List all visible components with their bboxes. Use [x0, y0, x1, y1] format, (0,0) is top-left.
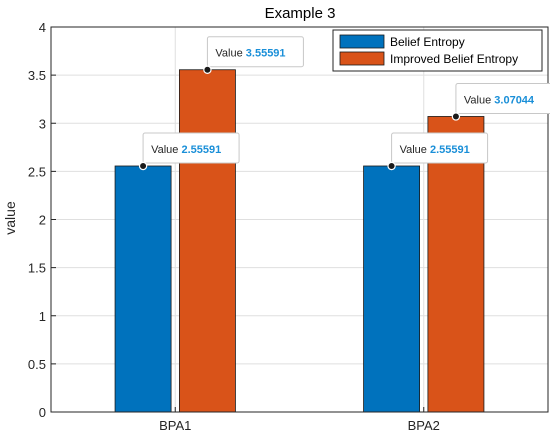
bars	[114, 69, 485, 413]
datatip-text: Value 2.55591	[151, 144, 221, 156]
y-tick-label: 1.5	[28, 261, 46, 276]
datatip-marker	[451, 112, 461, 121]
datatip-box	[142, 132, 240, 164]
legend-swatch	[339, 34, 385, 49]
y-axis-label: value	[2, 201, 18, 235]
bar-belief-entropy	[363, 165, 420, 413]
legend-label: Improved Belief Entropy	[390, 52, 518, 66]
datatip-text: Value 3.07044	[464, 94, 535, 106]
y-tick-label: 1	[39, 309, 46, 324]
datatip-text: Value 3.55591	[215, 48, 285, 60]
datatip-value: 2.55591	[181, 144, 221, 156]
datatip: Value 3.55591	[203, 36, 304, 74]
y-tick-label: 0.5	[28, 357, 46, 372]
bar-belief-entropy	[114, 165, 172, 413]
datatip-label: Value	[151, 144, 181, 156]
y-tick-label: 2.5	[28, 164, 46, 179]
x-tick-label: BPA2	[408, 418, 440, 433]
y-tick-label: 3	[39, 116, 46, 131]
datatip-text: Value 2.55591	[400, 144, 470, 156]
y-tick-label: 3.5	[28, 68, 46, 83]
legend: Belief Entropy Improved Belief Entropy	[332, 29, 543, 72]
datatip: Value 2.55591	[138, 132, 240, 171]
y-tick-label: 0	[39, 405, 46, 420]
datatip-label: Value	[464, 94, 494, 106]
datatip-marker	[203, 65, 212, 74]
y-tick-label: 4	[39, 20, 46, 35]
datatip-label: Value	[400, 144, 430, 156]
chart-title: Example 3	[265, 5, 336, 22]
datatip-value: 2.55591	[430, 144, 470, 156]
datatip-marker	[387, 161, 396, 171]
datatip-box	[391, 132, 489, 164]
datatip-value: 3.55591	[246, 48, 286, 60]
x-tick-label: BPA1	[159, 418, 191, 433]
datatip: Value 2.55591	[387, 132, 489, 171]
datatip: Value 3.07044	[451, 82, 550, 121]
legend-swatch	[339, 51, 385, 66]
legend-label: Belief Entropy	[390, 35, 465, 49]
datatip-box	[455, 82, 550, 114]
bar-improved-belief-entropy	[179, 69, 236, 413]
bar-improved-belief-entropy	[427, 116, 485, 413]
datatip-marker	[138, 161, 148, 171]
y-tick-label: 2	[39, 213, 46, 228]
datatip-label: Value	[215, 48, 245, 60]
datatip-box	[206, 36, 304, 68]
datatip-value: 3.07044	[494, 94, 535, 106]
axis-ticks: 0 0.5 1 1.5 2 2.5 3 3.5 4 BPA1 BPA2	[28, 20, 440, 433]
